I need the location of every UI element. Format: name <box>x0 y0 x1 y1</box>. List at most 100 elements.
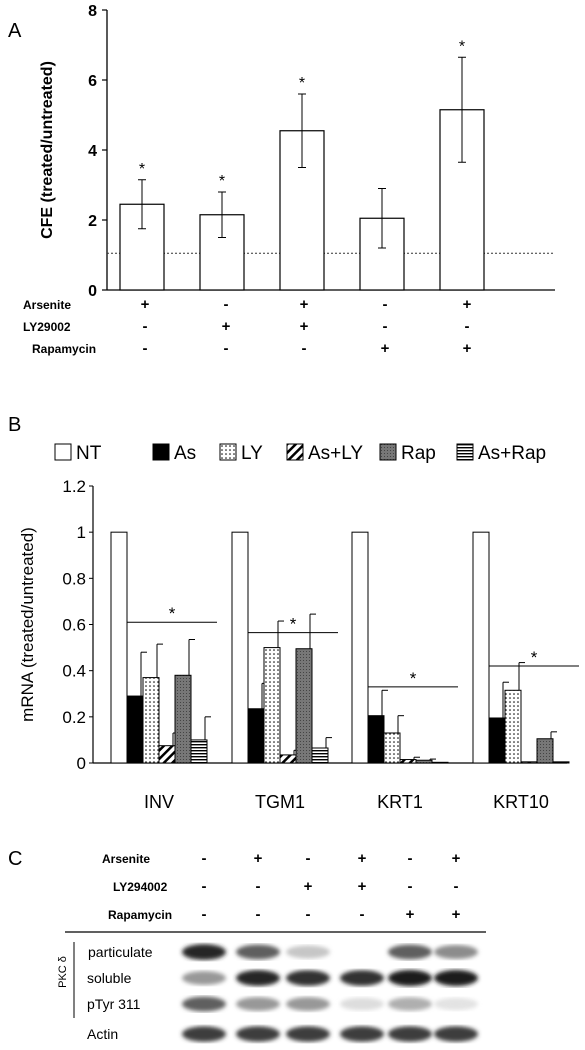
blot-band <box>388 944 432 960</box>
y-tick-label-a: 6 <box>88 73 97 90</box>
legend-label-b: As+LY <box>308 443 363 464</box>
blot-treatment-sign: + <box>405 906 415 923</box>
legend-swatch-b <box>152 443 170 461</box>
bar-b <box>311 747 329 764</box>
blot-band <box>340 970 384 986</box>
blot-band <box>182 1026 226 1042</box>
bar-b <box>383 732 401 764</box>
y-tick-label-a: 2 <box>88 213 97 230</box>
legend-swatch-b <box>379 443 397 461</box>
significance-star-a: * <box>139 161 145 178</box>
y-tick-label-b: 1.2 <box>62 477 86 496</box>
treatment-sign-a: + <box>140 296 150 313</box>
treatment-sign-a: + <box>299 318 309 335</box>
bar-b <box>415 759 433 764</box>
blot-band <box>340 997 384 1011</box>
treatment-sign-a: - <box>142 318 148 335</box>
blot-treatment-sign: - <box>201 906 207 923</box>
y-tick-label-a: 4 <box>88 143 97 160</box>
blot-band <box>182 996 226 1012</box>
blot-treatment-sign: - <box>305 850 311 867</box>
blot-treatment-label: Rapamycin <box>108 908 173 922</box>
blot-band <box>286 970 330 986</box>
blot-row-label: Actin <box>87 1026 118 1042</box>
y-tick-label-b: 0.4 <box>62 662 86 681</box>
legend-swatch-b <box>54 443 72 461</box>
category-label-b: TGM1 <box>255 792 305 812</box>
blot-band <box>434 970 478 986</box>
blot-treatment-sign: - <box>407 878 413 895</box>
y-axis-label-b: mRNA (treated/untreated) <box>18 527 37 722</box>
blot-band <box>182 971 226 985</box>
treatment-sign-a: + <box>299 296 309 313</box>
significance-star-a: * <box>459 38 465 55</box>
treatment-sign-a: - <box>223 340 229 357</box>
treatment-sign-a: - <box>464 318 470 335</box>
bar-b <box>431 761 449 764</box>
bar-b <box>231 531 249 764</box>
significance-star-a: * <box>299 75 305 92</box>
panel-letter-c: C <box>8 848 23 870</box>
legend-label-b: As+Rap <box>478 443 546 464</box>
treatment-sign-a: - <box>301 340 307 357</box>
significance-star-b: * <box>410 669 417 688</box>
category-label-b: KRT1 <box>377 792 423 812</box>
legend-label-b: Rap <box>401 443 436 464</box>
bar-b <box>142 677 160 764</box>
blot-treatment-sign: + <box>451 906 461 923</box>
blot-row-label: soluble <box>87 970 132 986</box>
blot-band <box>434 997 478 1011</box>
panel-letter-b: B <box>8 414 22 436</box>
bar-b <box>351 531 369 764</box>
blot-treatment-sign: - <box>201 878 207 895</box>
y-tick-label-b: 0.2 <box>62 708 86 727</box>
blot-band <box>286 1026 330 1042</box>
treatment-sign-a: + <box>380 340 390 357</box>
blot-treatment-sign: - <box>255 878 261 895</box>
bar-b <box>190 739 208 764</box>
legend-label-b: As <box>174 443 196 464</box>
y-tick-label-b: 0 <box>77 754 86 773</box>
blot-treatment-sign: + <box>451 850 461 867</box>
blot-band <box>236 970 280 986</box>
panel-letter-a: A <box>8 20 22 42</box>
category-label-b: INV <box>144 792 174 812</box>
blot-treatment-sign: - <box>359 906 365 923</box>
bar-b <box>472 531 490 764</box>
y-tick-label-a: 8 <box>88 3 97 20</box>
bar-b <box>174 674 192 764</box>
blot-treatment-label: LY294002 <box>113 880 168 894</box>
blot-band <box>434 1026 478 1042</box>
significance-star-b: * <box>290 615 297 634</box>
blot-row-label: pTyr 311 <box>87 996 141 1012</box>
blot-band <box>286 997 330 1011</box>
blot-band <box>182 944 226 960</box>
blot-band <box>388 970 432 986</box>
treatment-sign-a: - <box>223 296 229 313</box>
blot-band <box>236 1026 280 1042</box>
bar-b <box>295 648 313 764</box>
treatment-sign-a: - <box>382 318 388 335</box>
blot-treatment-sign: + <box>357 850 367 867</box>
y-tick-label-b: 0.8 <box>62 569 86 588</box>
blot-row-label: particulate <box>88 944 153 960</box>
treatment-sign-a: - <box>382 296 388 313</box>
treatment-label-a: LY29002 <box>23 320 71 334</box>
y-tick-label-b: 0.6 <box>62 616 86 635</box>
bar-b <box>536 738 554 764</box>
blot-band <box>434 945 478 959</box>
blot-band <box>388 997 432 1011</box>
blot-treatment-sign: - <box>201 850 207 867</box>
legend-swatch-b <box>456 443 474 461</box>
significance-star-b: * <box>169 604 176 623</box>
bar-a <box>119 203 165 291</box>
blot-treatment-sign: - <box>255 906 261 923</box>
legend-swatch-b <box>286 443 304 461</box>
bar-b <box>110 531 128 764</box>
bar-b <box>504 689 522 764</box>
blot-treatment-sign: + <box>357 878 367 895</box>
bar-b <box>552 761 570 764</box>
blot-band <box>236 944 280 960</box>
y-axis-label-a: CFE (treated/untreated) <box>39 61 56 239</box>
